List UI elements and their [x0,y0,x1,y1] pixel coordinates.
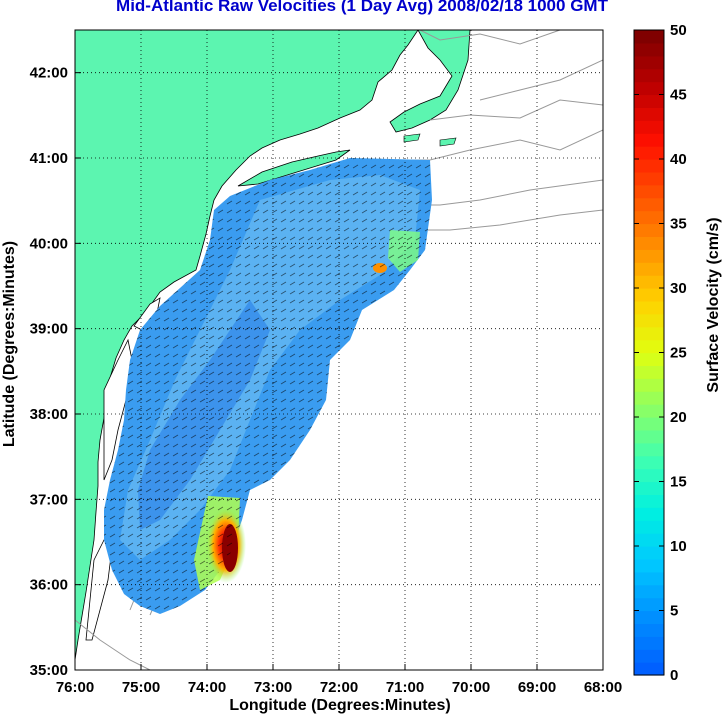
colorbar-tick-label: 15 [670,474,687,491]
colorbar-step [634,120,664,134]
colorbar-step [634,288,664,302]
nantucket [439,137,457,147]
colorbar-tick-label: 5 [670,603,678,620]
colorbar-step [634,636,664,650]
colorbar-step [634,494,664,508]
velocity-field [104,158,432,614]
colorbar-step [634,339,664,354]
colorbar-step [634,68,664,83]
colorbar-step [634,236,664,250]
colorbar: 0 5 10 15 20 25 30 35 40 45 50 Surface Velocity (c… [633,22,722,684]
land-mass [75,30,419,661]
colorbar-step [634,42,664,57]
colorbar-step [634,662,664,676]
colorbar-step [634,533,664,547]
colorbar-step [634,81,664,96]
map-title: Mid-Atlantic Raw Velocities (1 Day Avg) … [116,0,608,15]
x-tick-label: 74:00 [188,679,226,696]
colorbar-step [634,159,664,173]
colorbar-tick-label: 0 [670,667,678,684]
colorbar-step [634,417,664,431]
x-tick-label: 76:00 [56,679,94,696]
y-tick-label: 37:00 [30,491,68,508]
x-tick-label: 70:00 [452,679,490,696]
colorbar-step [634,313,664,328]
colorbar-tick-label: 35 [670,216,687,233]
colorbar-step [634,275,664,289]
y-tick-label: 41:00 [30,150,68,167]
y-tick-label: 36:00 [30,577,68,594]
colorbar-step [634,352,664,366]
colorbar-step [634,442,664,457]
colorbar-step [634,107,664,121]
colorbar-tick-label: 30 [670,280,687,297]
colorbar-step [634,558,664,573]
x-tick-label: 71:00 [386,679,424,696]
y-tick-label: 42:00 [30,65,68,82]
colorbar-step [634,455,664,470]
colorbar-step [634,262,664,276]
colorbar-ticks: 0 5 10 15 20 25 30 35 40 45 50 [634,22,687,684]
colorbar-step [634,146,664,160]
colorbar-step [634,597,664,612]
colorbar-step [634,210,664,225]
colorbar-step [634,365,664,379]
colorbar-step [634,481,664,495]
colorbar-step [634,404,664,418]
colorbar-step [634,546,664,560]
x-tick-label: 75:00 [122,679,160,696]
marthas-vineyard [403,133,421,143]
colorbar-step [634,429,664,444]
colorbar-tick-label: 40 [670,151,687,168]
y-tick-label: 38:00 [30,406,68,423]
colorbar-tick-label: 25 [670,345,687,362]
colorbar-tick-label: 10 [670,538,687,555]
velocity-arrows [104,158,432,614]
map-grid [75,30,603,670]
colorbar-step [634,326,664,341]
colorbar-step [634,133,664,147]
colorbar-step [634,171,664,186]
colorbar-step [634,468,664,483]
colorbar-step [634,197,664,212]
y-axis-ticks: 35:00 36:00 37:00 38:00 39:00 40:00 41:00 42:00 [30,65,81,679]
colorbar-tick-label: 45 [670,87,687,104]
colorbar-step [634,649,664,663]
colorbar-step [634,584,664,599]
cape-cod [389,30,471,133]
colorbar-step [634,223,664,237]
colorbar-step [634,610,664,624]
colorbar-step [634,30,664,44]
y-tick-label: 35:00 [30,662,68,679]
x-tick-label: 72:00 [320,679,358,696]
colorbar-step [634,623,664,637]
colorbar-label: Surface Velocity (cm/s) [705,217,722,392]
x-axis-label: Longitude (Degrees:Minutes) [229,697,450,714]
colorbar-step [634,507,664,521]
colorbar-step [634,184,664,199]
y-axis-label: Latitude (Degrees:Minutes) [1,241,18,447]
colorbar-step [634,571,664,586]
map-plot-area [75,30,603,670]
colorbar-step [634,391,664,405]
colorbar-step [634,520,664,534]
colorbar-step [634,300,664,315]
colorbar-step [634,55,664,70]
x-tick-label: 73:00 [254,679,292,696]
colorbar-step [634,94,664,108]
colorbar-tick-label: 50 [670,22,687,39]
colorbar-gradient [634,30,664,676]
colorbar-step [634,378,664,392]
x-tick-label: 69:00 [518,679,556,696]
y-tick-label: 40:00 [30,235,68,252]
x-tick-label: 68:00 [584,679,622,696]
x-axis-ticks: 76:00 75:00 74:00 73:00 72:00 71:00 70:00 69:00… [56,664,622,696]
y-tick-label: 39:00 [30,321,68,338]
colorbar-tick-label: 20 [670,409,687,426]
colorbar-step [634,249,664,263]
